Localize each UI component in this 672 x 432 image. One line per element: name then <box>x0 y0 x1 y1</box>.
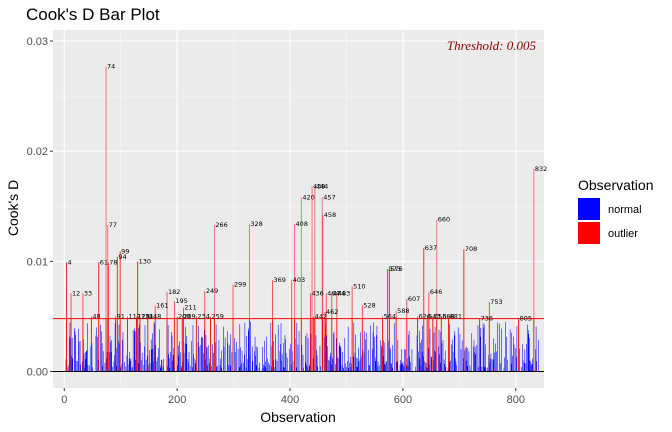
y-tick-label: 0.01 <box>27 256 48 268</box>
outlier-label: 832 <box>535 165 547 173</box>
x-tick-label: 0 <box>61 394 67 406</box>
outlier-label: 646 <box>430 288 442 296</box>
data-labels: 412 3348617477789194991121281301341481611… <box>68 62 548 322</box>
outlier-label: 249 <box>206 287 218 295</box>
outlier-label: 91 <box>117 312 125 320</box>
outlier-label: 708 <box>465 245 477 253</box>
outlier-label: 483 <box>338 289 350 297</box>
outlier-label: 148 <box>149 312 161 320</box>
outlier-label: 464 <box>327 289 339 297</box>
outlier-label: 660 <box>438 215 450 223</box>
outlier-label: 182 <box>168 288 180 296</box>
outlier-label: 457 <box>323 193 335 201</box>
outlier-label: 462 <box>326 308 338 316</box>
legend: Observation normal outlier <box>578 177 653 244</box>
outlier-label: 444 <box>316 182 328 190</box>
outlier-label: 99 <box>121 247 129 255</box>
outlier-label: 442 <box>315 312 327 320</box>
outlier-label: 458 <box>324 211 336 219</box>
outlier-label: 510 <box>353 283 365 291</box>
grid-minor <box>53 30 544 388</box>
outlier-label: 112 <box>128 312 140 320</box>
outlier-label: 195 <box>175 297 187 305</box>
legend-swatch-normal <box>578 198 600 220</box>
outlier-label: 653 <box>434 312 446 320</box>
outlier-label: 474 <box>333 289 345 297</box>
outlier-label: 436 <box>311 289 323 297</box>
outlier-label: 134 <box>141 312 153 320</box>
x-tick-label: 800 <box>507 394 525 406</box>
outlier-label: 128 <box>138 312 150 320</box>
outlier-label: 4 <box>68 258 72 266</box>
outlier-label: 266 <box>215 221 227 229</box>
outlier-label: 328 <box>250 220 262 228</box>
outlier-label: 74 <box>107 62 115 70</box>
outlier-label: 94 <box>118 253 126 261</box>
x-axis-ticks: 0 200 400 600 800 <box>61 388 525 406</box>
y-axis-ticks: 0.00 0.01 0.02 0.03 <box>27 36 53 378</box>
threshold-label: Threshold: 0.005 <box>447 38 537 53</box>
outlier-label: 12 <box>72 289 80 297</box>
outlier-label: 130 <box>139 257 151 265</box>
outlier-label: 33 <box>84 289 92 297</box>
legend-label-normal: normal <box>608 204 642 216</box>
x-tick-label: 400 <box>281 394 299 406</box>
legend-swatch-outlier <box>578 222 600 244</box>
outlier-label: 637 <box>425 244 437 252</box>
y-tick-label: 0.00 <box>27 366 48 378</box>
outlier-label: 643 <box>428 312 440 320</box>
outlier-label: 259 <box>211 312 223 320</box>
outlier-label: 607 <box>408 295 420 303</box>
outlier-label: 588 <box>397 307 409 315</box>
y-tick-label: 0.03 <box>27 36 48 48</box>
outlier-label: 753 <box>490 298 502 306</box>
outlier-label: 528 <box>363 301 375 309</box>
outlier-label: 626 <box>419 312 431 320</box>
chart-title: Cook's D Bar Plot <box>26 5 160 24</box>
y-tick-label: 0.02 <box>27 146 48 158</box>
bars <box>65 66 539 372</box>
legend-label-outlier: outlier <box>608 228 638 240</box>
y-axis-title: Cook's D <box>5 180 21 236</box>
outlier-label: 299 <box>234 280 246 288</box>
outlier-label: 408 <box>296 220 308 228</box>
outlier-label: 681 <box>450 312 462 320</box>
outlier-label: 211 <box>184 304 196 312</box>
outlier-label: 736 <box>481 315 493 323</box>
x-tick-label: 600 <box>394 394 412 406</box>
legend-title: Observation <box>578 177 653 193</box>
outlier-label: 576 <box>390 265 402 273</box>
outlier-label: 77 <box>109 221 117 229</box>
outlier-label: 200 <box>178 312 190 320</box>
outlier-label: 161 <box>156 301 168 309</box>
outlier-label: 668 <box>442 312 454 320</box>
outlier-label: 61 <box>100 258 108 266</box>
outlier-label: 48 <box>92 312 100 320</box>
outlier-label: 209 <box>183 312 195 320</box>
outlier-label: 420 <box>302 193 314 201</box>
outlier-label: 573 <box>389 265 401 273</box>
x-axis-title: Observation <box>260 409 335 425</box>
outlier-label: 78 <box>109 258 117 266</box>
outlier-label: 403 <box>293 276 305 284</box>
outlier-label: 234 <box>197 312 209 320</box>
outlier-label: 805 <box>520 315 532 323</box>
outlier-label: 439 <box>313 182 325 190</box>
plot-panel <box>53 30 544 388</box>
outlier-label: 564 <box>384 312 396 320</box>
x-tick-label: 200 <box>168 394 186 406</box>
outlier-label: 369 <box>274 276 286 284</box>
